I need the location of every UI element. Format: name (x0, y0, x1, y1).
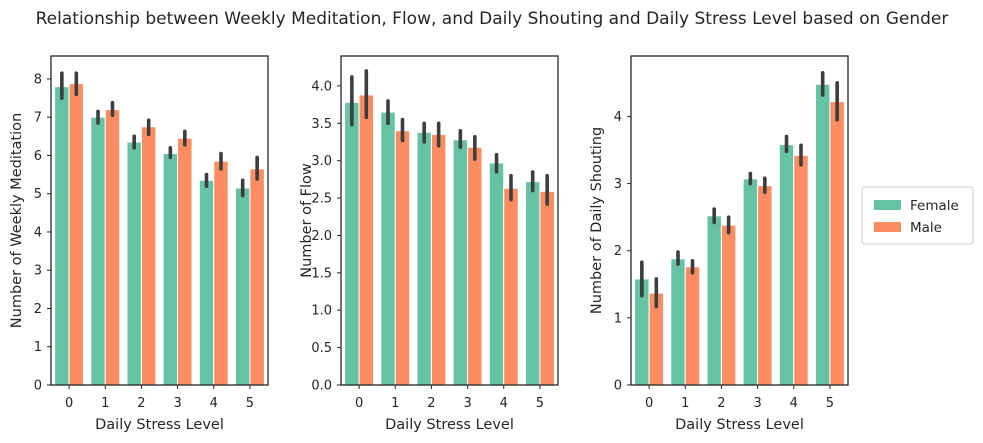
ytick-label: 5 (34, 187, 42, 202)
ytick-label: 2.5 (311, 192, 332, 207)
ytick-label: 4.0 (311, 79, 332, 94)
bar-female-5 (234, 187, 251, 386)
bar-male-1 (684, 266, 701, 386)
bar-male-1 (104, 109, 121, 386)
ytick-label: 1 (34, 340, 42, 355)
ytick-label: 1.5 (311, 266, 332, 281)
figure-title: Relationship between Weekly Meditation, … (36, 9, 949, 29)
ytick-label: 0.0 (311, 379, 332, 394)
ytick-label: 3.0 (311, 154, 332, 169)
legend-swatch-male (874, 222, 901, 232)
xtick-label: 3 (753, 396, 761, 411)
ytick-label: 1.0 (311, 304, 332, 319)
ytick-label: 0 (34, 379, 42, 394)
bar-male-5 (539, 190, 555, 386)
bar-male-3 (467, 146, 483, 386)
axes-frame (630, 55, 849, 386)
bar-male-4 (793, 154, 809, 386)
ytick-label: 4 (614, 110, 622, 125)
ytick-label: 3 (34, 264, 42, 279)
legend-label-female: Female (910, 198, 959, 214)
xtick-label: 4 (500, 396, 508, 411)
ytick-label: 3 (614, 177, 622, 192)
xtick-label: 0 (645, 396, 653, 411)
bar-female-4 (488, 162, 505, 386)
xtick-label: 4 (790, 396, 798, 411)
bar-male-0 (68, 83, 85, 386)
bar-female-3 (162, 153, 179, 386)
bar-female-4 (198, 179, 215, 386)
bar-female-4 (778, 144, 795, 386)
ytick-label: 3.5 (311, 117, 332, 132)
xtick-label: 2 (427, 396, 435, 411)
bar-female-5 (524, 181, 541, 386)
bar-male-2 (720, 224, 737, 386)
y-axis-label: Number of Weekly Meditation (9, 113, 25, 328)
subplot-3: 0 1 2 3 4 0 1 2 3 4 5 Daily Stress Level Number of D… (589, 55, 849, 433)
bar-female-2 (706, 215, 722, 386)
series-male (648, 81, 845, 386)
bar-male-2 (430, 134, 447, 386)
series-female (634, 70, 831, 386)
xtick-label: 2 (137, 396, 145, 411)
ytick-label: 1 (614, 311, 622, 326)
bar-female-1 (380, 111, 396, 386)
x-axis-label: Daily Stress Level (95, 417, 224, 433)
bar-female-3 (742, 178, 759, 386)
bar-female-2 (126, 141, 142, 386)
ytick-label: 6 (34, 149, 42, 164)
x-axis-label: Daily Stress Level (675, 417, 804, 433)
ytick-label: 7 (34, 111, 42, 126)
ytick-label: 2 (614, 244, 622, 259)
bar-male-0 (358, 94, 375, 386)
ytick-label: 0.5 (311, 341, 332, 356)
xtick-label: 5 (826, 396, 834, 411)
bar-female-1 (670, 258, 686, 386)
xtick-label: 2 (717, 396, 725, 411)
ytick-label: 2 (34, 302, 42, 317)
y-axis-label: Number of Daily Shouting (589, 127, 605, 314)
bar-female-2 (416, 131, 432, 386)
x-axis-label: Daily Stress Level (385, 417, 514, 433)
ytick-label: 4 (34, 225, 42, 240)
bar-male-2 (140, 126, 157, 386)
xtick-label: 1 (681, 396, 689, 411)
bar-female-0 (54, 86, 70, 386)
ytick-label: 2.0 (311, 229, 332, 244)
ytick-label: 0 (614, 379, 622, 394)
bar-female-5 (814, 83, 831, 386)
bar-male-5 (829, 101, 845, 386)
subplot-1: 0 1 2 3 4 5 6 7 8 0 1 2 3 4 5 Daily Stress Level Number … (9, 55, 269, 433)
axes-frame (50, 55, 269, 386)
bar-male-4 (503, 187, 519, 386)
bar-male-3 (177, 137, 193, 386)
xtick-label: 1 (101, 396, 109, 411)
xtick-label: 5 (246, 396, 254, 411)
xtick-label: 4 (210, 396, 218, 411)
ytick-label: 8 (34, 72, 42, 87)
bar-female-3 (452, 139, 469, 386)
bar-female-1 (90, 116, 106, 386)
xtick-label: 1 (391, 396, 399, 411)
bar-male-5 (249, 168, 265, 386)
bar-male-1 (394, 130, 411, 386)
bar-male-4 (213, 160, 229, 386)
plots-area: 0 1 2 3 4 5 6 7 8 0 1 2 3 4 5 Daily Stress Level Number … (9, 55, 849, 433)
bar-female-0 (344, 101, 360, 386)
axes-frame (340, 55, 559, 386)
legend: Female Male (861, 186, 974, 245)
xtick-label: 5 (536, 396, 544, 411)
subplot-2: 0.0 0.5 1.0 1.5 2.0 2.5 3.0 3.5 4.0 0 1 2 3 4 5 Daily S… (299, 55, 559, 433)
xtick-label: 0 (355, 396, 363, 411)
xtick-label: 3 (463, 396, 471, 411)
y-axis-label: Number of Flow (299, 163, 315, 278)
xtick-label: 3 (173, 396, 181, 411)
legend-label-male: Male (910, 220, 942, 236)
legend-swatch-female (874, 200, 901, 210)
xtick-label: 0 (65, 396, 73, 411)
bar-male-3 (757, 185, 773, 386)
